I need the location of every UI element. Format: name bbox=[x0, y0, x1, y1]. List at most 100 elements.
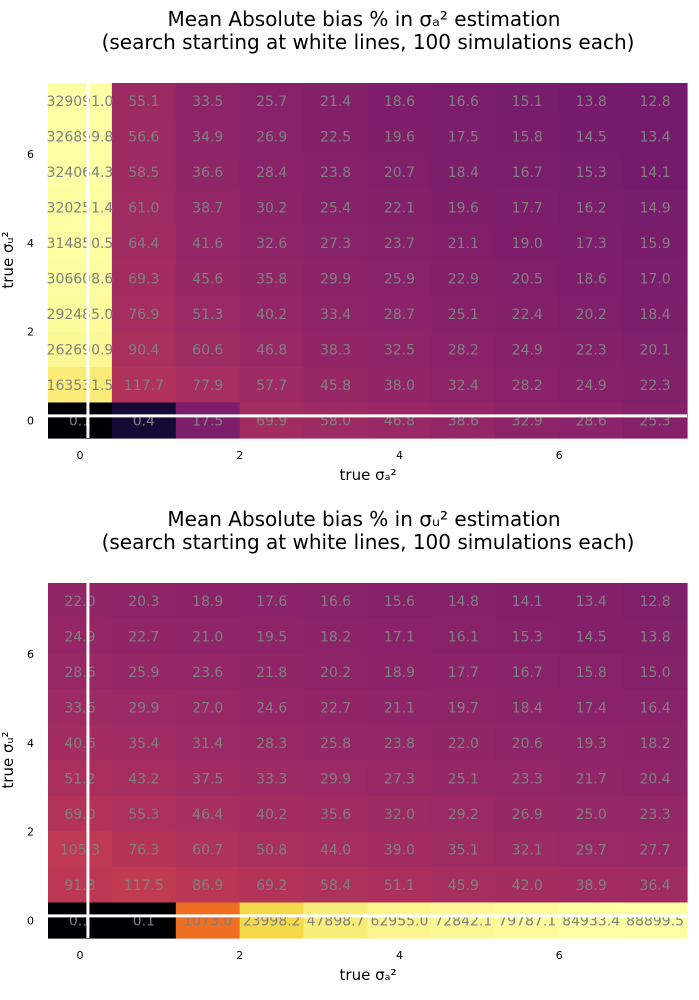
cell-value-label: 25.9 bbox=[128, 665, 159, 681]
cell-value-label: 17.1 bbox=[384, 629, 415, 645]
x-tick-label: 0 bbox=[76, 449, 83, 462]
cell-value-label: 14.1 bbox=[512, 594, 543, 610]
cell-value-label: 32.4 bbox=[448, 378, 479, 394]
cell-value-label: 33.6 bbox=[64, 700, 95, 716]
heatmap-cell bbox=[239, 331, 305, 368]
heatmap-cell bbox=[239, 402, 305, 439]
y-tick-label: 4 bbox=[27, 237, 34, 250]
heatmap-cell bbox=[303, 260, 369, 297]
heatmap-cell bbox=[303, 902, 369, 939]
heatmap-cell bbox=[623, 331, 688, 368]
cell-value-label: 57.7 bbox=[256, 378, 287, 394]
cell-value-label: 50.8 bbox=[256, 842, 287, 858]
heatmap-cell bbox=[495, 225, 560, 262]
heatmap-cell bbox=[559, 367, 624, 404]
heatmap-cell bbox=[623, 796, 688, 833]
cell-value-label: 46.4 bbox=[192, 807, 223, 823]
heatmap-cell bbox=[559, 583, 624, 620]
heatmap-cell bbox=[367, 796, 432, 833]
x-axis-label: true σₐ² bbox=[340, 966, 397, 984]
cell-value-label: 61.0 bbox=[128, 200, 159, 216]
cell-value-label: 22.7 bbox=[128, 629, 159, 645]
cell-value-label: 33.5 bbox=[192, 94, 223, 110]
cell-value-label: 22.7 bbox=[320, 700, 351, 716]
x-axis-ticks: 0 2 4 6 bbox=[76, 449, 562, 462]
cell-value-label: 76.3 bbox=[128, 842, 159, 858]
heatmap-cell bbox=[111, 831, 177, 868]
cell-value-label: 25.7 bbox=[256, 94, 287, 110]
cell-value-label: 27.0 bbox=[192, 700, 223, 716]
chart-title-line1: Mean Absolute bias % in σᵤ² estimation bbox=[167, 507, 560, 531]
heatmap-cell bbox=[303, 296, 369, 333]
cell-value-label: 51.1 bbox=[384, 878, 415, 894]
cell-value-label: 55.1 bbox=[128, 94, 159, 110]
heatmap-cell bbox=[623, 118, 688, 155]
cell-value-label: 38.3 bbox=[320, 342, 351, 358]
heatmap-cell bbox=[431, 654, 496, 691]
heatmap-cell bbox=[303, 689, 369, 726]
cell-value-label: 16.4 bbox=[639, 700, 670, 716]
y-tick-label: 2 bbox=[27, 826, 34, 839]
heatmap-cell bbox=[431, 331, 496, 368]
heatmap-cell bbox=[559, 902, 624, 939]
cell-value-label: 15.9 bbox=[639, 236, 670, 252]
heatmap-cell bbox=[239, 367, 305, 404]
heatmap-cell bbox=[239, 831, 305, 868]
cell-value-label: 17.6 bbox=[256, 594, 287, 610]
heatmap-cell bbox=[495, 867, 560, 904]
heatmap-cell bbox=[175, 296, 241, 333]
cell-value-label: 21.1 bbox=[384, 700, 415, 716]
cell-value-label: 314850.5 bbox=[47, 236, 114, 252]
heatmap-cell bbox=[367, 225, 432, 262]
white-start-lines bbox=[48, 83, 687, 438]
heatmap-cell bbox=[175, 583, 241, 620]
cell-value-label: 35.1 bbox=[448, 842, 479, 858]
heatmap-cell bbox=[431, 260, 496, 297]
cell-value-label: 306608.6 bbox=[47, 271, 114, 287]
heatmap-cell bbox=[175, 225, 241, 262]
heatmap-cell bbox=[495, 83, 560, 120]
heatmap-cell bbox=[559, 689, 624, 726]
heatmap-cell bbox=[559, 83, 624, 120]
cell-value-label: 15.6 bbox=[384, 594, 415, 610]
heatmap-cell bbox=[48, 760, 113, 797]
cell-value-label: 24.9 bbox=[512, 342, 543, 358]
cell-value-label: 56.6 bbox=[128, 129, 159, 145]
heatmap-cell bbox=[175, 689, 241, 726]
heatmap-cell bbox=[48, 260, 113, 297]
heatmap-cell bbox=[303, 654, 369, 691]
heatmap-cell bbox=[303, 402, 369, 439]
cell-value-label: 27.7 bbox=[639, 842, 670, 858]
cell-value-label: 16.7 bbox=[512, 165, 543, 181]
cell-value-label: 16.6 bbox=[448, 94, 479, 110]
cell-value-label: 27.3 bbox=[320, 236, 351, 252]
heatmap-cell bbox=[48, 725, 113, 762]
heatmap-cell bbox=[559, 867, 624, 904]
cell-value-label: 28.2 bbox=[512, 378, 543, 394]
y-axis-label: true σᵤ² bbox=[0, 231, 17, 288]
cell-value-label: 31.4 bbox=[192, 736, 223, 752]
cell-value-label: 69.2 bbox=[256, 878, 287, 894]
cell-value-label: 16.7 bbox=[512, 665, 543, 681]
heatmap-cell bbox=[495, 367, 560, 404]
cell-value-label: 76.9 bbox=[128, 307, 159, 323]
cell-value-label: 13.4 bbox=[576, 594, 607, 610]
cell-value-label: 32.0 bbox=[384, 807, 415, 823]
heatmap-cell bbox=[431, 796, 496, 833]
heatmap-cell bbox=[431, 83, 496, 120]
x-tick-label: 4 bbox=[396, 449, 403, 462]
heatmap-cell bbox=[431, 402, 496, 439]
cell-value-label: 29.2 bbox=[448, 807, 479, 823]
cell-value-label: 77.9 bbox=[192, 378, 223, 394]
cell-value-label: 320251.4 bbox=[47, 200, 114, 216]
heatmap-cell bbox=[111, 154, 177, 191]
heatmap-cell-labels: 329091.0 55.1 33.5 25.7 21.4 18.6 16.6 15.1 13.8… bbox=[47, 94, 671, 430]
heatmap-cell bbox=[623, 367, 688, 404]
chart-title-line2: (search starting at white lines, 100 sim… bbox=[102, 30, 635, 54]
cell-value-label: 25.1 bbox=[448, 771, 479, 787]
y-axis-ticks: 0 2 4 6 bbox=[27, 148, 34, 427]
cell-value-label: 18.2 bbox=[320, 629, 351, 645]
cell-value-label: 26.9 bbox=[256, 129, 287, 145]
heatmap-cell bbox=[431, 296, 496, 333]
heatmap-cell bbox=[367, 689, 432, 726]
